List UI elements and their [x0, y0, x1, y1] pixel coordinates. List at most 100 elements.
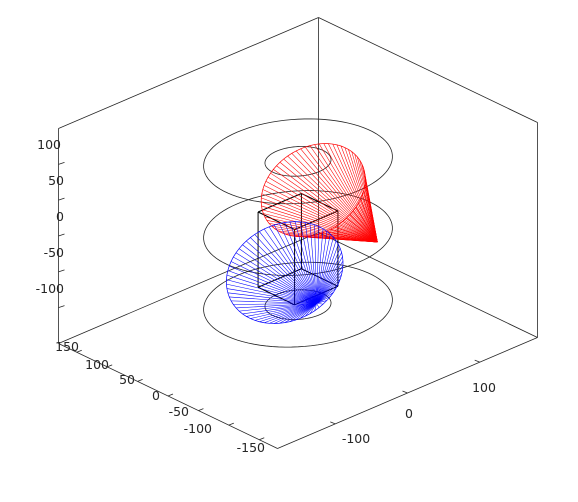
right-axis-tick-label: 0: [405, 406, 413, 421]
ray-line: [314, 303, 317, 311]
ray-line: [264, 185, 378, 243]
ray-line: [267, 176, 378, 243]
ray-line: [277, 230, 378, 243]
ray-line: [295, 150, 378, 243]
ray-line: [246, 240, 317, 304]
ray-line: [300, 148, 378, 243]
ray-line: [261, 201, 378, 243]
axis-box-edge: [58, 17, 319, 129]
z-tick-mark: [58, 269, 65, 273]
ray-line: [259, 303, 317, 323]
series-group: [226, 143, 378, 324]
ray-line: [316, 252, 342, 304]
right-axis-tick-mark: [402, 390, 408, 394]
ray-line: [268, 226, 317, 304]
ray-line: [229, 265, 317, 304]
ray-line: [316, 278, 341, 304]
ray-line: [294, 221, 317, 304]
ray-line: [316, 237, 334, 304]
ray-line: [316, 303, 320, 308]
ray-line: [236, 303, 317, 309]
ray-line: [316, 248, 341, 304]
cone-rim: [226, 221, 344, 324]
ray-line: [263, 228, 317, 304]
ray-line: [316, 300, 327, 304]
ray-line: [279, 162, 378, 243]
ray-line: [226, 279, 317, 304]
z-tick-label: 0: [56, 209, 64, 224]
ray-line: [284, 222, 317, 304]
ray-line: [300, 303, 317, 319]
ray-line: [309, 145, 378, 243]
right-axis-tick-label: 100: [472, 380, 496, 395]
ray-line: [316, 256, 343, 304]
ray-line: [233, 256, 317, 304]
reference-circles: [203, 118, 393, 348]
ray-line: [316, 287, 337, 304]
ray-line: [316, 231, 328, 304]
ray-line: [309, 303, 317, 314]
ray-line: [226, 288, 317, 304]
left-axis-tick-mark: [137, 379, 143, 382]
axis-box-edge: [58, 232, 319, 344]
axis-box-edge: [318, 232, 538, 338]
ray-line: [316, 260, 344, 304]
reference-circle: [264, 146, 332, 177]
axis-box-edge: [277, 337, 538, 449]
ray-line: [316, 226, 320, 304]
reference-circle: [203, 190, 393, 276]
left-axis-tick-label: 100: [85, 357, 109, 372]
ray-line: [264, 216, 378, 243]
cone-rim: [260, 143, 366, 238]
ray-line: [304, 222, 317, 304]
left-axis-tick-label: -150: [237, 440, 265, 455]
left-axis-tick-mark: [76, 349, 82, 353]
ray-line: [323, 143, 378, 243]
ray-line: [227, 270, 317, 304]
ray-line: [316, 244, 339, 304]
ray-line: [246, 303, 317, 317]
ray-line: [316, 228, 324, 304]
ray-line: [318, 143, 378, 243]
ray-line: [304, 146, 378, 243]
ray-line: [231, 300, 317, 304]
z-tick-label: -100: [36, 281, 64, 296]
ray-line: [276, 165, 378, 243]
ray-line: [299, 221, 317, 304]
ray-line: [294, 303, 317, 321]
series-blue: [226, 221, 344, 324]
ray-line: [336, 144, 378, 243]
ray-line: [271, 225, 378, 243]
ray-line: [264, 303, 317, 323]
z-tick-label: 100: [37, 137, 61, 152]
z-tick-mark: [58, 197, 65, 201]
ray-line: [291, 153, 378, 243]
ray-line: [273, 224, 317, 304]
ray-line: [262, 189, 378, 243]
ray-line: [314, 144, 378, 243]
ray-line: [364, 186, 378, 243]
ray-line: [316, 265, 344, 304]
ray-line: [316, 240, 337, 304]
ray-line: [283, 158, 378, 243]
left-axis-tick-mark: [167, 393, 174, 397]
reference-circle: [203, 118, 393, 205]
ray-line: [344, 147, 378, 243]
ray-line: [316, 296, 331, 304]
ray-line: [270, 172, 378, 243]
ray-line: [316, 303, 324, 305]
ray-line: [261, 193, 378, 243]
z-tick-mark: [58, 233, 65, 237]
ray-line: [274, 303, 317, 324]
ray-line: [254, 303, 317, 321]
ray-line: [269, 303, 317, 324]
ray-line: [230, 261, 317, 304]
ray-line: [332, 143, 378, 243]
ray-line: [263, 213, 378, 243]
ray-line: [242, 244, 317, 304]
ray-line: [261, 197, 378, 243]
left-axis-tick-label: -100: [184, 421, 212, 436]
left-axis-tick-mark: [259, 437, 265, 441]
ray-line: [279, 223, 317, 304]
right-axis-tick-mark: [474, 359, 480, 363]
